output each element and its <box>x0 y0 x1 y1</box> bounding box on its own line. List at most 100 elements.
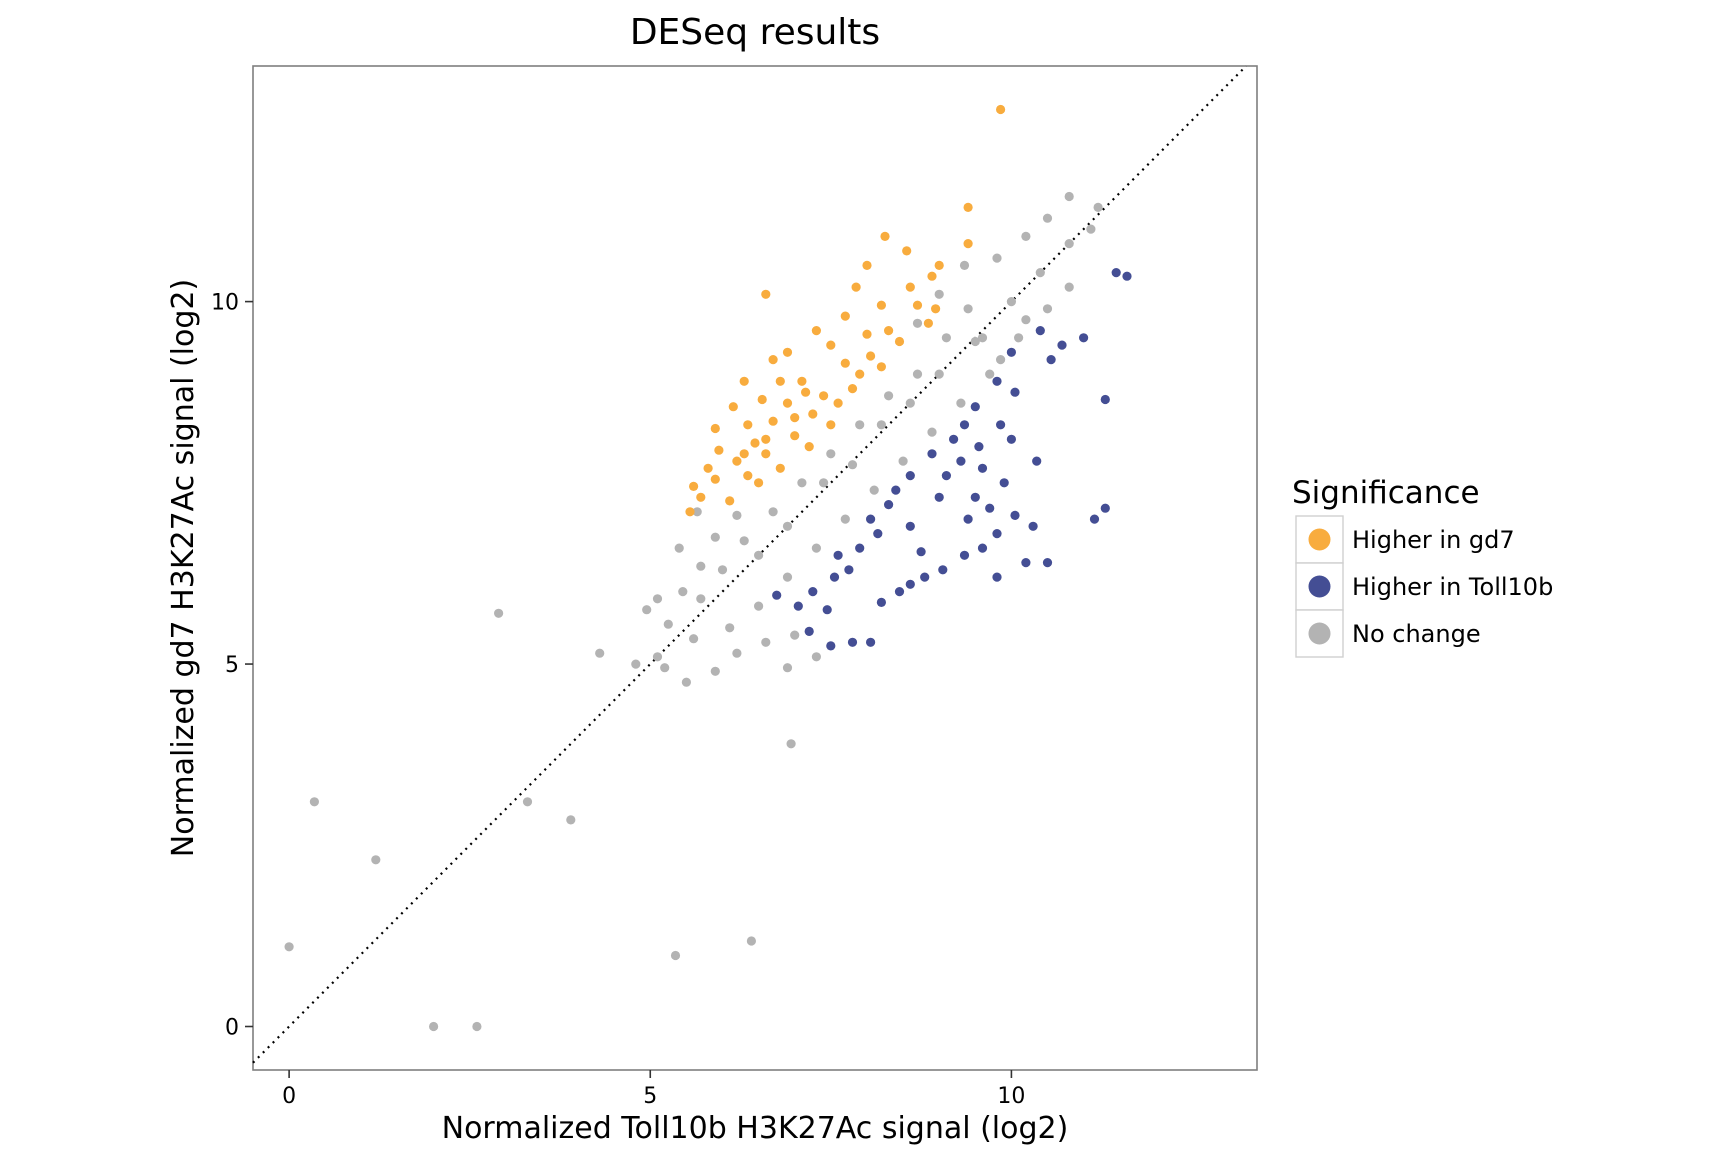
point-no-change <box>710 532 720 542</box>
point-higher-in-toll10b <box>905 579 915 589</box>
point-higher-in-gd7 <box>855 369 865 379</box>
point-higher-in-gd7 <box>876 300 887 310</box>
point-higher-in-gd7 <box>866 351 876 361</box>
point-no-change <box>710 666 720 676</box>
point-higher-in-gd7 <box>696 492 706 502</box>
point-higher-in-toll10b <box>822 605 832 615</box>
point-higher-in-gd7 <box>714 445 724 455</box>
point-higher-in-gd7 <box>880 231 890 241</box>
point-no-change <box>927 427 937 437</box>
point-no-change <box>761 637 771 647</box>
point-higher-in-gd7 <box>912 300 923 310</box>
point-higher-in-gd7 <box>801 387 811 397</box>
point-higher-in-toll10b <box>894 587 905 597</box>
point-no-change <box>689 634 699 644</box>
point-higher-in-toll10b <box>855 543 865 553</box>
point-higher-in-gd7 <box>847 384 858 394</box>
point-higher-in-toll10b <box>959 550 970 560</box>
point-no-change <box>782 572 793 582</box>
point-no-change <box>826 449 836 459</box>
point-no-change <box>309 797 319 807</box>
point-higher-in-toll10b <box>876 597 887 608</box>
point-higher-in-toll10b <box>927 449 937 459</box>
point-no-change <box>717 565 728 575</box>
point-no-change <box>1042 304 1053 314</box>
point-higher-in-gd7 <box>923 318 934 328</box>
point-higher-in-gd7 <box>743 471 753 481</box>
point-higher-in-toll10b <box>920 572 930 582</box>
point-higher-in-toll10b <box>959 420 970 430</box>
point-no-change <box>1064 239 1074 249</box>
point-higher-in-toll10b <box>873 529 883 539</box>
point-no-change <box>660 663 670 673</box>
point-higher-in-gd7 <box>963 202 973 212</box>
point-higher-in-gd7 <box>790 413 800 423</box>
point-higher-in-gd7 <box>725 496 735 506</box>
point-no-change <box>959 260 970 270</box>
point-higher-in-gd7 <box>732 456 742 466</box>
point-no-change <box>782 521 793 531</box>
point-higher-in-toll10b <box>999 478 1009 488</box>
point-no-change <box>840 514 850 524</box>
point-no-change <box>876 420 887 430</box>
point-higher-in-toll10b <box>793 601 803 611</box>
point-higher-in-gd7 <box>811 326 822 336</box>
point-no-change <box>855 420 865 430</box>
point-no-change <box>1064 191 1074 202</box>
point-no-change <box>652 652 663 662</box>
point-higher-in-gd7 <box>804 442 814 452</box>
point-higher-in-gd7 <box>894 336 905 347</box>
point-no-change <box>631 659 641 669</box>
point-no-change <box>371 855 381 865</box>
y-tick-label: 10 <box>211 291 239 316</box>
x-tick-label: 10 <box>997 1084 1025 1109</box>
point-higher-in-gd7 <box>840 358 850 368</box>
point-higher-in-toll10b <box>866 514 876 524</box>
point-higher-in-toll10b <box>826 641 836 651</box>
point-no-change <box>905 398 915 408</box>
point-higher-in-gd7 <box>931 304 941 314</box>
point-no-change <box>768 507 778 517</box>
points-layer <box>284 104 1132 1032</box>
point-higher-in-gd7 <box>768 355 778 365</box>
point-no-change <box>1064 282 1074 292</box>
point-no-change <box>912 318 923 328</box>
point-higher-in-toll10b <box>1100 503 1110 513</box>
point-no-change <box>732 510 742 520</box>
point-higher-in-gd7 <box>775 463 785 473</box>
point-no-change <box>797 478 807 488</box>
point-no-change <box>678 587 688 597</box>
point-higher-in-gd7 <box>963 239 973 249</box>
y-axis: 0 5 10 <box>211 291 253 1041</box>
point-higher-in-toll10b <box>992 529 1002 539</box>
point-no-change <box>642 605 652 615</box>
point-no-change <box>1086 224 1096 234</box>
point-higher-in-gd7 <box>782 347 793 357</box>
legend-swatch-higher-in-gd7 <box>1308 528 1331 551</box>
point-no-change <box>1035 268 1045 278</box>
point-higher-in-gd7 <box>934 260 944 270</box>
point-no-change <box>992 253 1002 263</box>
point-higher-in-toll10b <box>916 547 926 557</box>
point-higher-in-gd7 <box>819 391 829 401</box>
point-higher-in-toll10b <box>905 471 915 481</box>
point-higher-in-gd7 <box>757 394 767 405</box>
point-higher-in-gd7 <box>797 376 807 386</box>
point-higher-in-toll10b <box>1111 268 1121 278</box>
point-no-change <box>786 739 796 749</box>
point-higher-in-toll10b <box>1057 340 1067 350</box>
point-higher-in-gd7 <box>826 420 836 430</box>
point-higher-in-gd7 <box>768 416 778 426</box>
point-higher-in-toll10b <box>977 543 988 553</box>
point-higher-in-gd7 <box>782 398 793 408</box>
point-no-change <box>696 561 706 571</box>
y-tick-label: 5 <box>225 653 239 678</box>
point-no-change <box>819 478 829 488</box>
point-higher-in-toll10b <box>1089 514 1100 524</box>
point-higher-in-toll10b <box>1010 510 1020 520</box>
point-no-change <box>934 289 944 299</box>
point-higher-in-toll10b <box>992 572 1002 582</box>
point-higher-in-toll10b <box>1006 434 1017 444</box>
point-higher-in-toll10b <box>963 514 973 524</box>
